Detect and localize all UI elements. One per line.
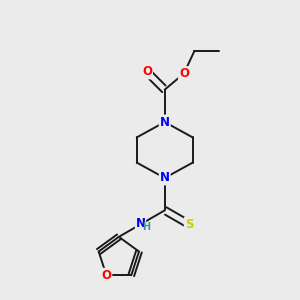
Text: H: H: [142, 222, 150, 232]
Text: O: O: [142, 65, 152, 78]
Text: N: N: [160, 172, 170, 184]
Text: N: N: [160, 116, 170, 128]
Text: S: S: [185, 218, 193, 231]
Text: O: O: [179, 67, 189, 80]
Text: N: N: [136, 217, 146, 230]
Text: O: O: [101, 269, 111, 282]
